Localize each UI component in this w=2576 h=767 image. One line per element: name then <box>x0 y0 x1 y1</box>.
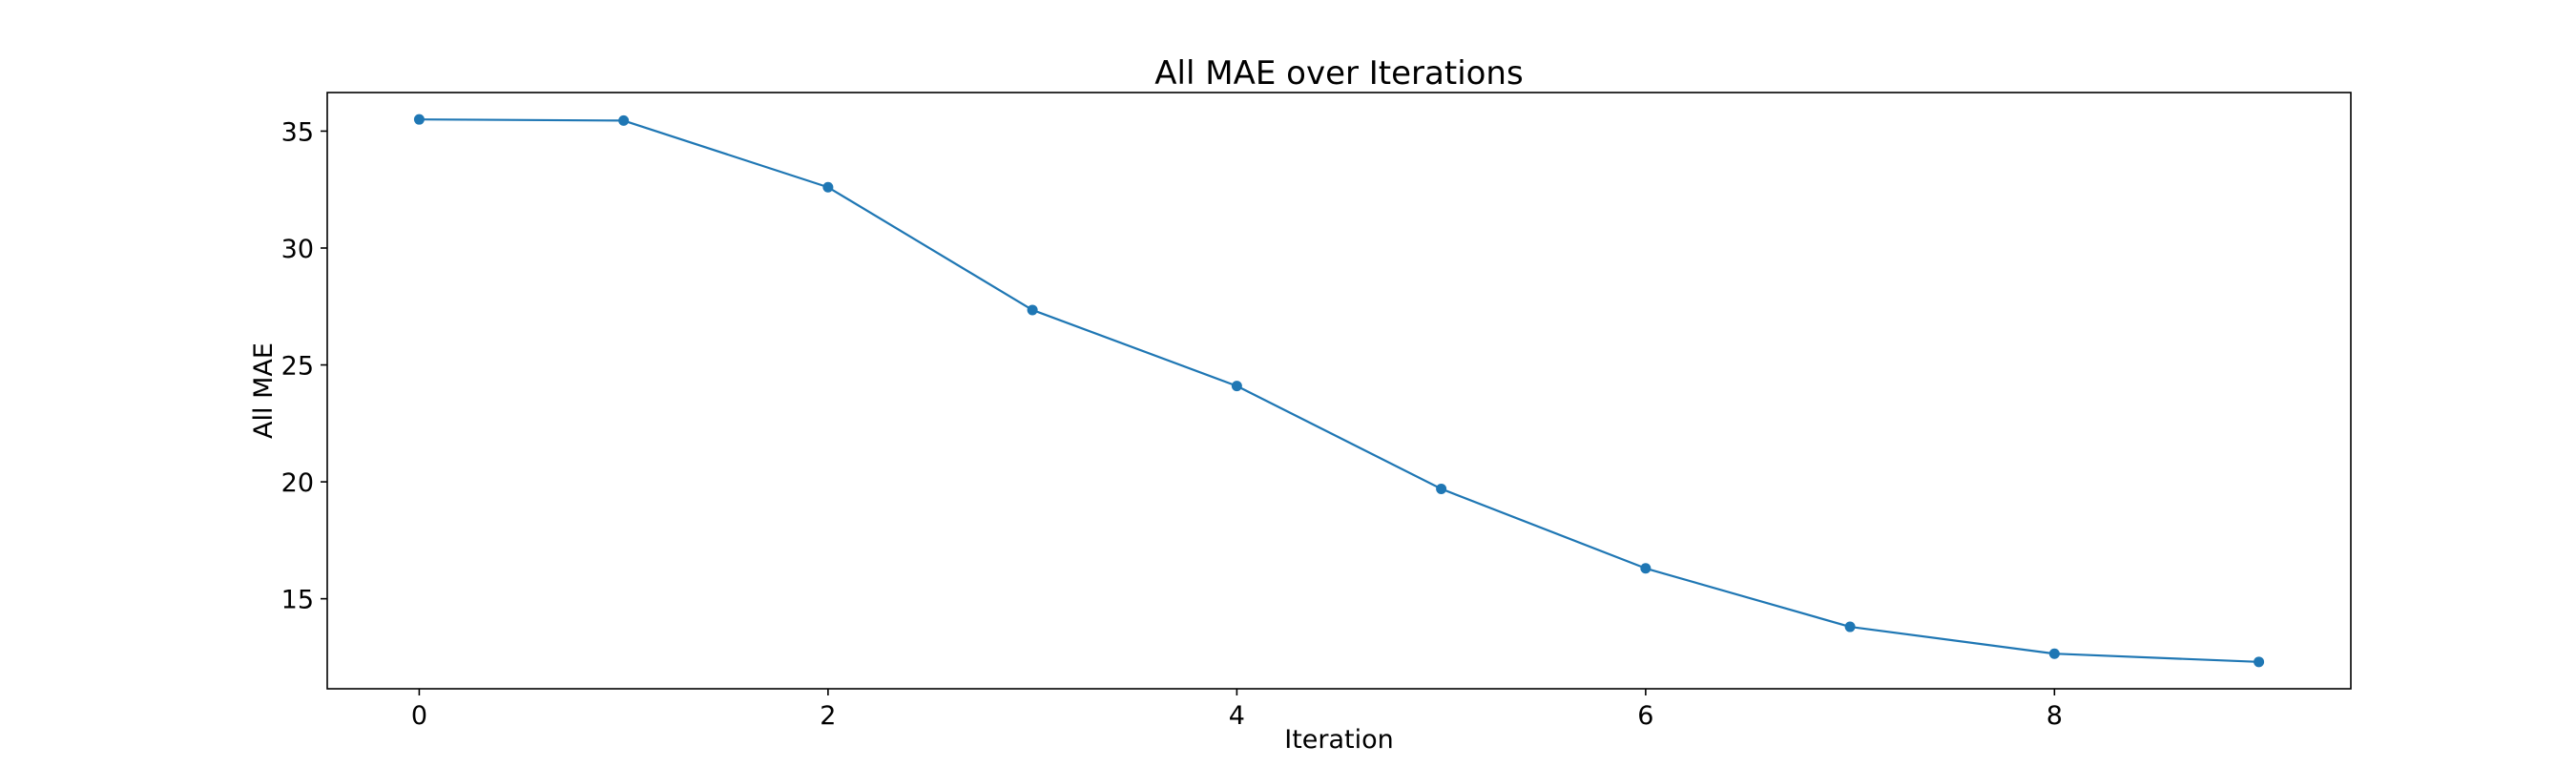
ticks-layer: 0 2 4 6 8 15 20 25 30 35 <box>281 117 2063 731</box>
y-tick-label: 20 <box>281 468 314 498</box>
y-tick-label: 15 <box>281 586 314 615</box>
data-point[interactable] <box>1231 381 1242 392</box>
y-tick-label: 25 <box>281 352 314 382</box>
chart-title: All MAE over Iterations <box>1154 54 1523 93</box>
x-tick-label: 0 <box>411 701 427 731</box>
data-point[interactable] <box>1640 563 1652 574</box>
data-point[interactable] <box>1436 483 1447 494</box>
y-axis-label: All MAE <box>249 342 279 439</box>
data-point[interactable] <box>2048 648 2060 659</box>
data-point[interactable] <box>1844 621 1856 632</box>
x-tick-label: 8 <box>2046 701 2063 731</box>
x-axis-label: Iteration <box>1284 725 1394 755</box>
x-tick-label: 2 <box>820 701 836 731</box>
x-tick-label: 4 <box>1229 701 1245 731</box>
data-point[interactable] <box>822 181 834 193</box>
y-tick-label: 30 <box>281 235 314 264</box>
x-tick-label: 6 <box>1637 701 1653 731</box>
data-point[interactable] <box>1027 304 1038 316</box>
series-layer <box>413 114 2265 668</box>
series-line <box>419 118 2259 663</box>
data-point[interactable] <box>618 114 630 126</box>
y-tick-label: 35 <box>281 117 314 147</box>
data-point[interactable] <box>2254 656 2265 668</box>
plot-area-frame <box>326 92 2352 690</box>
data-point[interactable] <box>413 114 425 125</box>
